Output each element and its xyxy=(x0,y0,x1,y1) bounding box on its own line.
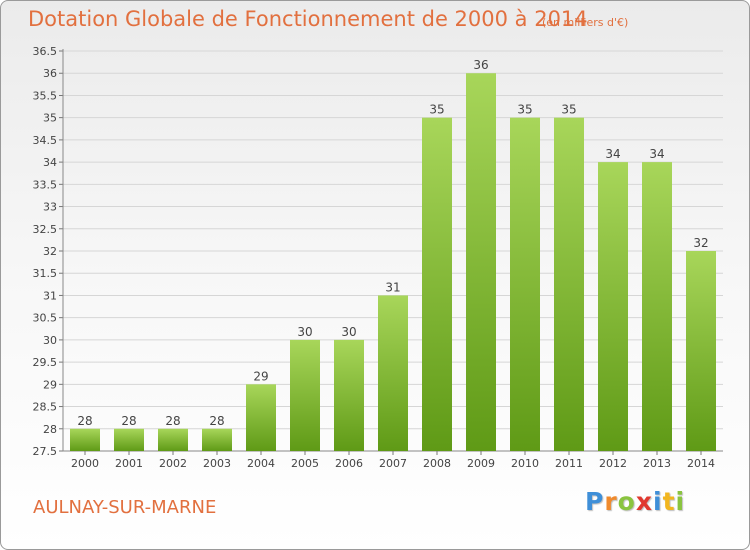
y-tick-label: 36.5 xyxy=(33,45,58,58)
y-tick-label: 35 xyxy=(43,112,57,125)
bar-2011 xyxy=(554,117,584,452)
x-tick-label: 2011 xyxy=(555,457,583,470)
chart-subtitle: (en milliers d'€) xyxy=(542,16,629,29)
value-label: 35 xyxy=(429,103,444,117)
x-tick-label: 2008 xyxy=(423,457,451,470)
x-tick-label: 2009 xyxy=(467,457,495,470)
value-label: 28 xyxy=(121,414,136,428)
logo-letter: t xyxy=(662,487,676,516)
x-tick-label: 2002 xyxy=(159,457,187,470)
y-tick-label: 31.5 xyxy=(33,267,58,280)
x-tick-label: 2010 xyxy=(511,457,539,470)
y-tick-label: 35.5 xyxy=(33,89,58,102)
y-tick-label: 34 xyxy=(43,156,57,169)
bar-2012 xyxy=(598,162,628,451)
value-label: 31 xyxy=(385,280,400,294)
bar-2006 xyxy=(334,339,364,451)
y-tick-label: 33.5 xyxy=(33,178,58,191)
x-tick-label: 2000 xyxy=(71,457,99,470)
value-label: 36 xyxy=(473,58,488,72)
value-label: 28 xyxy=(77,414,92,428)
x-tick-label: 2004 xyxy=(247,457,275,470)
x-tick-label: 2001 xyxy=(115,457,143,470)
commune-name: AULNAY-SUR-MARNE xyxy=(33,497,217,518)
bar-2001 xyxy=(114,428,144,451)
y-tick-label: 32.5 xyxy=(33,223,58,236)
x-tick-label: 2012 xyxy=(599,457,627,470)
bar-2013 xyxy=(642,162,672,451)
y-tick-label: 32 xyxy=(43,245,57,258)
bar-2005 xyxy=(290,339,320,451)
y-tick-label: 34.5 xyxy=(33,134,58,147)
proxiti-logo: Proxiti xyxy=(585,487,685,516)
value-label: 28 xyxy=(165,414,180,428)
bars xyxy=(70,73,716,452)
bar-2010 xyxy=(510,117,540,452)
logo-letter: x xyxy=(635,487,653,516)
x-tick-label: 2003 xyxy=(203,457,231,470)
logo-letter: i xyxy=(653,487,663,516)
x-tick-label: 2013 xyxy=(643,457,671,470)
value-label: 35 xyxy=(561,103,576,117)
logo-letter: P xyxy=(585,487,605,516)
y-tick-label: 28.5 xyxy=(33,401,58,414)
x-tick-label: 2014 xyxy=(687,457,715,470)
y-tick-label: 29.5 xyxy=(33,356,58,369)
value-label: 32 xyxy=(693,236,708,250)
x-tick-labels: 2000 2001 2002 2003 2004 2005 2006 2007 2008 2009… xyxy=(71,451,715,470)
value-label: 34 xyxy=(605,147,620,161)
bar-2014 xyxy=(686,251,716,451)
y-tick-label: 30.5 xyxy=(33,312,58,325)
value-label: 30 xyxy=(341,325,356,339)
logo-letter: i xyxy=(675,487,686,516)
y-tick-label: 36 xyxy=(43,67,57,80)
y-tick-label: 27.5 xyxy=(33,445,58,458)
value-label: 29 xyxy=(253,369,268,383)
bar-2004 xyxy=(246,384,276,451)
value-labels: 28 28 28 28 29 30 30 31 35 36 35 35 34 34 32 xyxy=(77,58,708,428)
chart-title: Dotation Globale de Fonctionnement de 20… xyxy=(28,7,588,31)
y-tick-label: 28 xyxy=(43,423,57,436)
x-tick-label: 2005 xyxy=(291,457,319,470)
logo-letter: o xyxy=(617,487,636,516)
y-tick-label: 31 xyxy=(43,289,57,302)
y-tick-label: 30 xyxy=(43,334,57,347)
y-tick-label: 33 xyxy=(43,201,57,214)
logo-letter: r xyxy=(604,487,618,516)
bar-2007 xyxy=(378,295,408,451)
y-tick-label: 29 xyxy=(43,378,57,391)
bar-2008 xyxy=(422,117,452,452)
bar-2003 xyxy=(202,428,232,451)
value-label: 28 xyxy=(209,414,224,428)
bar-2002 xyxy=(158,428,188,451)
x-tick-label: 2007 xyxy=(379,457,407,470)
value-label: 35 xyxy=(517,103,532,117)
bar-2009 xyxy=(466,73,496,451)
x-tick-label: 2006 xyxy=(335,457,363,470)
bar-2000 xyxy=(70,428,100,451)
y-tick-labels: 27.5 28 28.5 29 29.5 30 30.5 31 31.5 32 32.5 33 33.5… xyxy=(33,45,58,458)
value-label: 30 xyxy=(297,325,312,339)
value-label: 34 xyxy=(649,147,664,161)
